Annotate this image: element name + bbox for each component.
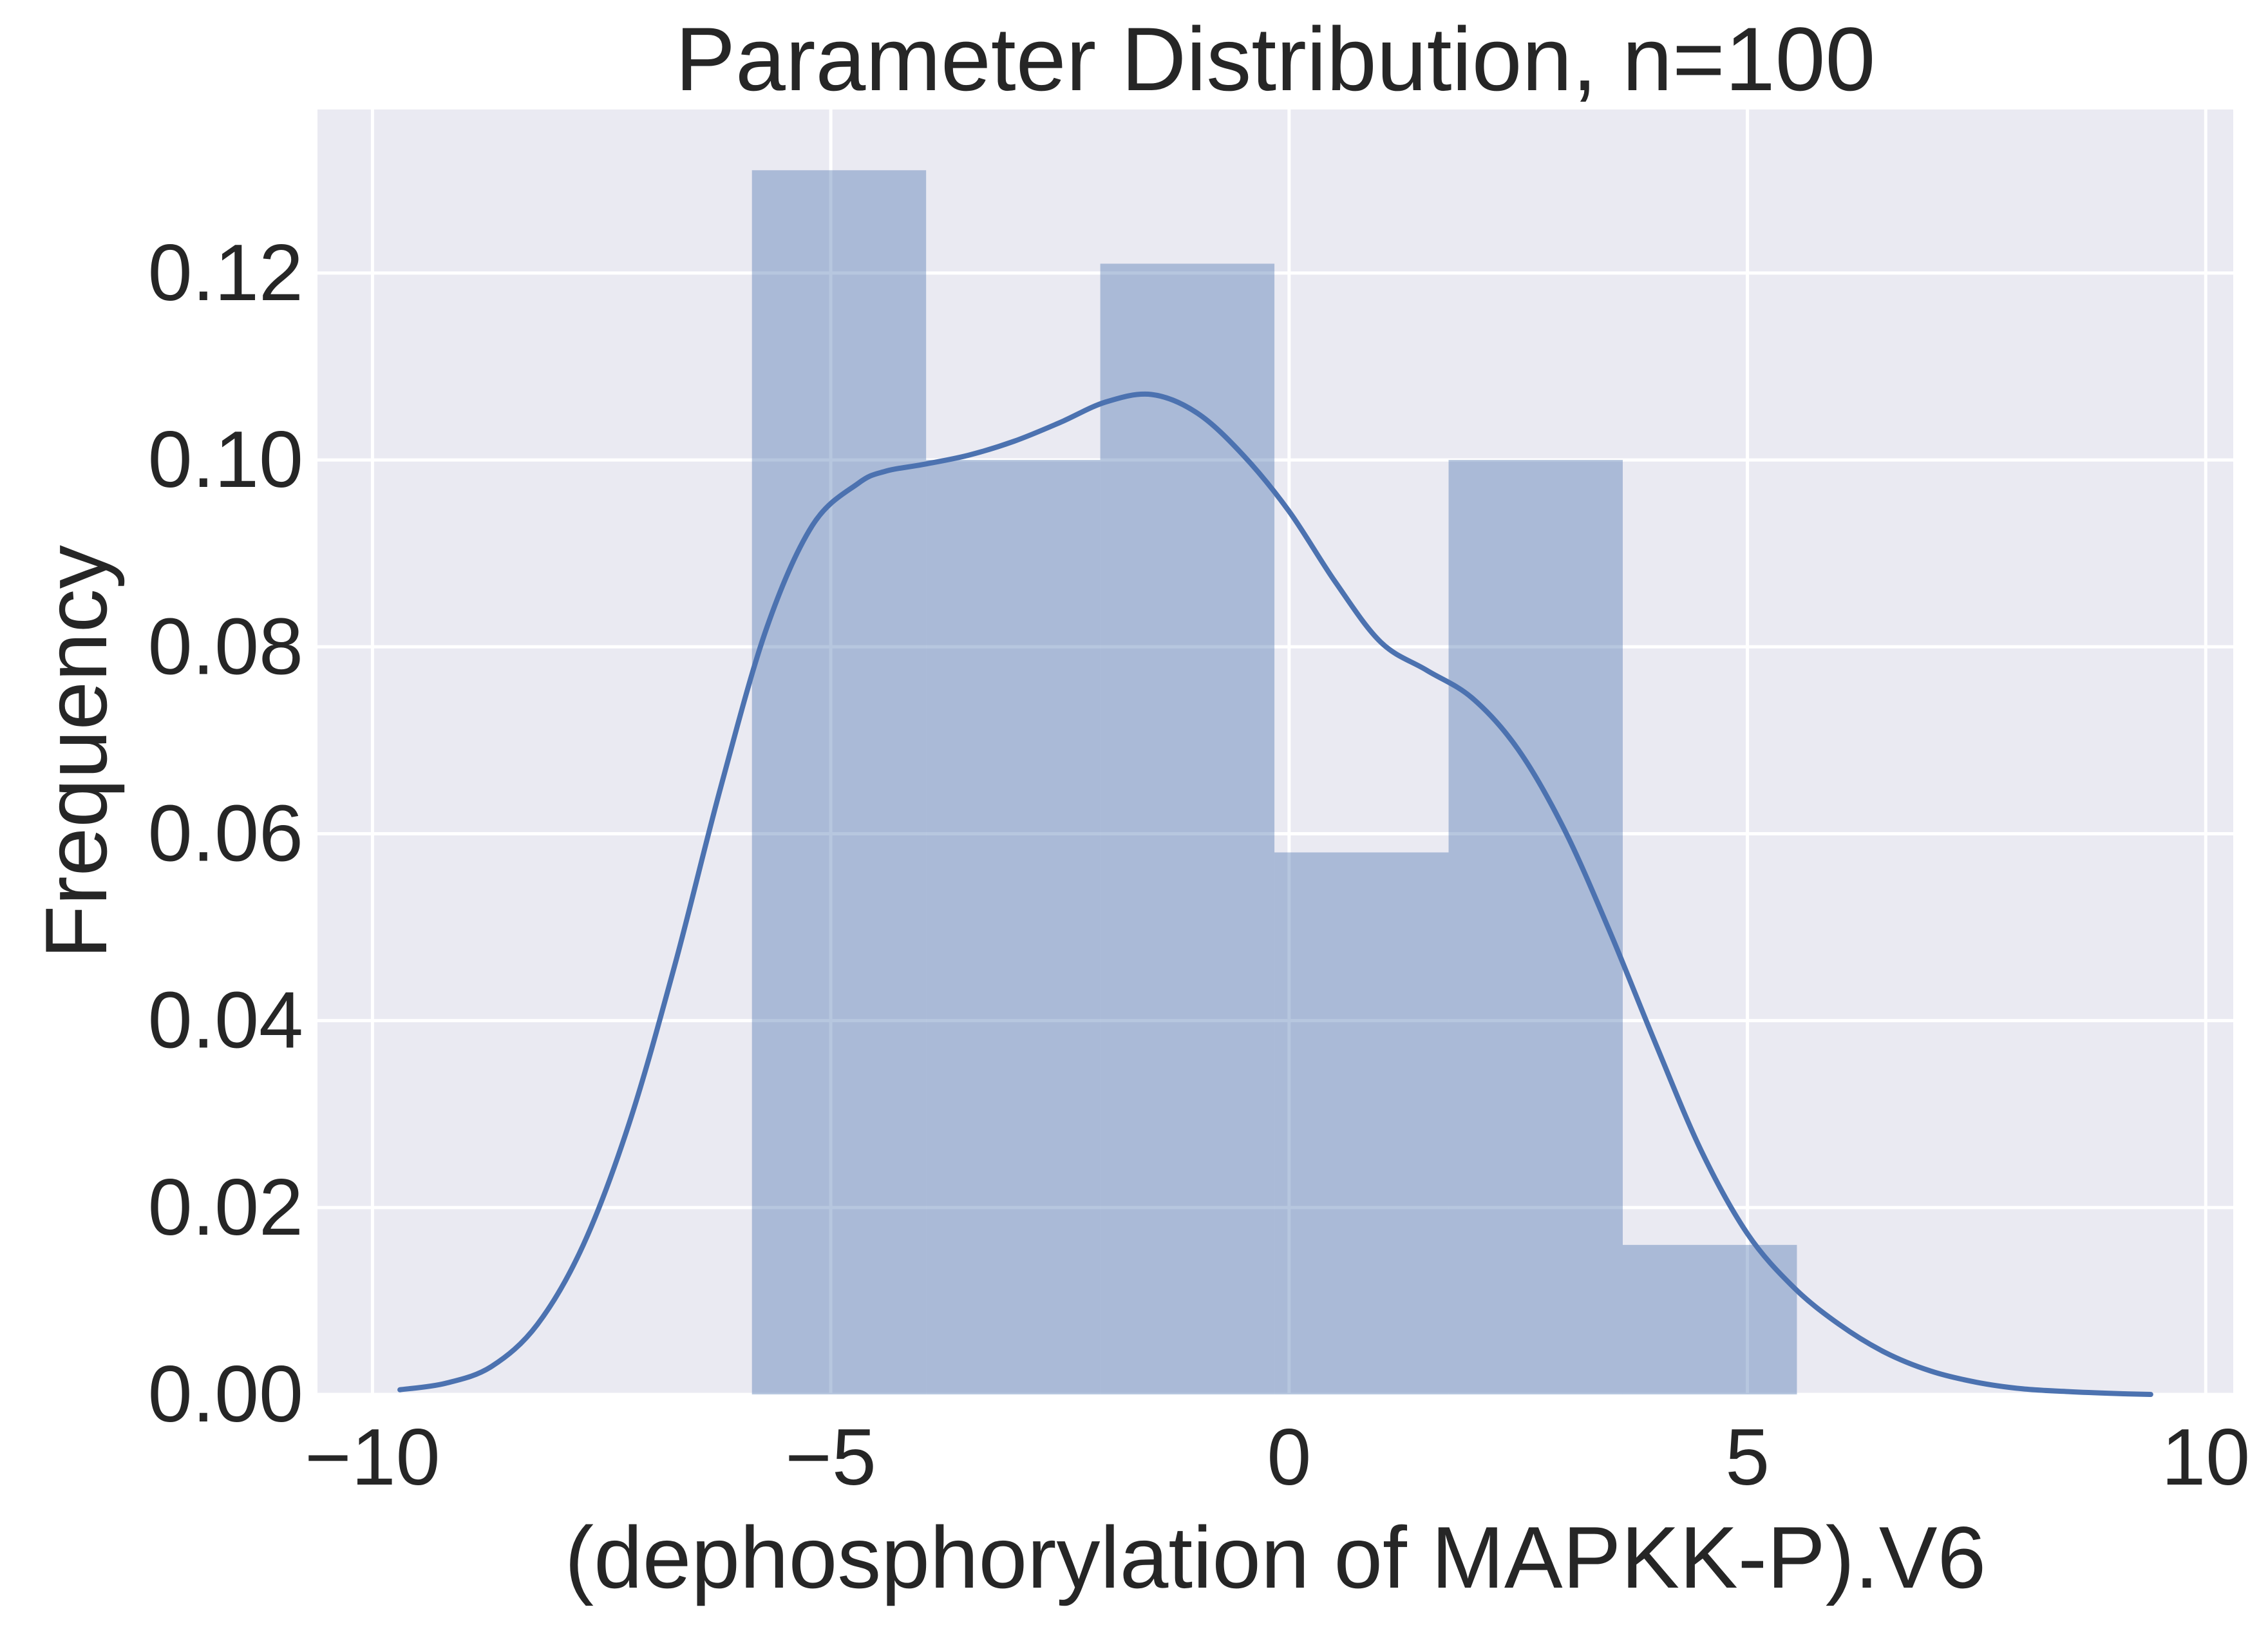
x-tick-label: 10	[2161, 1413, 2250, 1502]
y-tick-label: 0.02	[148, 1163, 303, 1252]
x-tick-label: 5	[1725, 1413, 1770, 1502]
kde-curve	[397, 391, 2153, 1397]
y-tick-label: 0.04	[148, 976, 303, 1065]
x-tick-label: 0	[1267, 1413, 1311, 1502]
x-tick-label: −10	[305, 1413, 440, 1502]
y-tick-labels: 0.00 0.02 0.04 0.06 0.08 0.10 0.12	[148, 229, 303, 1439]
histogram-bars	[751, 170, 1797, 1395]
histogram-bar	[1448, 460, 1623, 1395]
y-tick-label: 0.00	[148, 1350, 303, 1439]
x-tick-label: −5	[785, 1413, 876, 1502]
histogram-bar	[1274, 852, 1449, 1394]
histogram-bar	[1622, 1244, 1797, 1394]
y-tick-label: 0.08	[148, 602, 303, 691]
x-tick-labels: −10 −5 0 5 10	[305, 1413, 2250, 1502]
histogram-bar	[926, 460, 1101, 1395]
y-axis-label: Frequency	[27, 545, 125, 959]
x-axis-label: (dephosphorylation of MAPKK-P).V6	[565, 1508, 1986, 1606]
y-tick-label: 0.12	[148, 229, 303, 318]
y-tick-label: 0.10	[148, 415, 303, 504]
histogram-bar	[751, 170, 927, 1394]
y-tick-label: 0.06	[148, 789, 303, 878]
grid-lines	[317, 109, 2233, 1396]
histogram-bar	[1100, 263, 1275, 1394]
chart-title: Parameter Distribution, n=100	[676, 8, 1876, 109]
plot-background	[317, 109, 2233, 1394]
